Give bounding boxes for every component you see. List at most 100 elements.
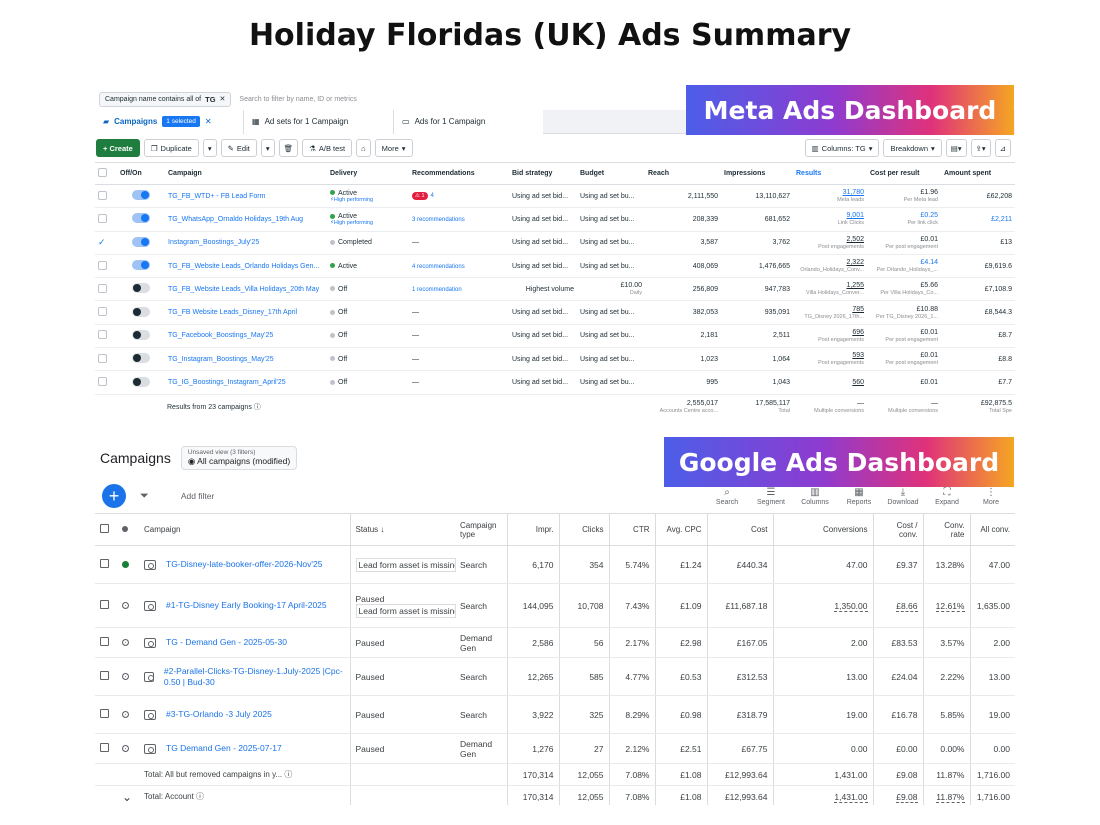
col-cost-per-result[interactable]: Cost per result (867, 162, 941, 185)
tool-segment[interactable]: ☰ Segment (751, 487, 791, 506)
campaign-toggle[interactable] (132, 306, 150, 317)
row-checkbox[interactable] (98, 283, 107, 293)
row-checkbox[interactable] (100, 743, 109, 752)
row-checkbox[interactable] (100, 671, 109, 680)
tool-reports[interactable]: ▦ Reports (839, 487, 879, 506)
row-checkbox[interactable] (100, 637, 109, 646)
campaign-name-cell[interactable]: TG_IG_Boostings_Instagram_April'25 (165, 370, 327, 395)
results-value[interactable]: 560 (852, 379, 864, 387)
col-cost-per-conv[interactable]: Cost / conv. (872, 513, 923, 546)
add-campaign-button[interactable]: + (102, 484, 126, 508)
campaign-toggle[interactable] (132, 213, 150, 224)
recommendations-link[interactable]: — (412, 379, 419, 387)
add-filter[interactable]: Add filter (180, 491, 215, 501)
columns-button[interactable]: ▥ Columns: TG ▾ (804, 139, 880, 157)
campaign-name-link[interactable]: TG-Disney-late-booker-offer-2026-Nov'25 (166, 559, 323, 569)
row-toggle-cell[interactable] (117, 207, 165, 232)
campaign-name-link[interactable]: TG_FB_Website Leads_Orlando Holidays Gen… (168, 262, 320, 270)
table-row[interactable]: TG_FB Website Leads_Disney_17th April Off… (95, 300, 1015, 325)
campaign-name-link[interactable]: TG_FB Website Leads_Disney_17th April (168, 309, 298, 317)
total-expand[interactable] (117, 763, 139, 786)
campaign-name-cell[interactable]: TG_WhatsApp_Ornaldo Holidays_19th Aug (165, 207, 327, 232)
status-dot-cell[interactable] (117, 695, 139, 734)
row-select[interactable] (95, 583, 117, 628)
campaign-name-link[interactable]: #1-TG-Disney Early Booking-17 April-2025 (166, 600, 327, 610)
campaign-name-cell[interactable]: TG Demand Gen - 2025-07-17 (139, 733, 350, 764)
campaign-toggle[interactable] (132, 283, 150, 294)
campaign-name-cell[interactable]: TG_Instagram_Boostings_May'25 (165, 347, 327, 372)
col-budget[interactable]: Budget (577, 162, 645, 185)
campaign-name-link[interactable]: #2-Parallel-Clicks-TG-Disney-1.July-2025… (163, 665, 343, 687)
row-select[interactable] (95, 184, 117, 209)
status-dot-cell[interactable] (117, 627, 139, 658)
recommendations-link[interactable]: 3 recommendations (412, 216, 465, 223)
col-offon[interactable]: Off/On (117, 162, 165, 185)
campaign-status-dot[interactable] (122, 710, 129, 718)
campaign-name-cell[interactable]: Instagram_Boostings_July'25 (165, 231, 327, 255)
campaign-name-cell[interactable]: TG-Disney-late-booker-offer-2026-Nov'25 (139, 545, 350, 584)
check-icon[interactable]: ✓ (98, 237, 106, 248)
close-icon[interactable]: ✕ (204, 117, 212, 126)
col-cost[interactable]: Cost (706, 513, 773, 546)
recommendations-link[interactable]: — (412, 309, 419, 317)
edit-dropdown[interactable]: ▾ (260, 139, 275, 157)
row-toggle-cell[interactable] (117, 300, 165, 325)
delete-button[interactable]: 🗑 (278, 139, 299, 157)
status-dot-cell[interactable] (117, 733, 139, 764)
row-select[interactable] (95, 277, 117, 302)
info-icon[interactable]: ⓘ (253, 404, 261, 412)
tab-adsets[interactable]: ▦ Ad sets for 1 Campaign (243, 109, 393, 134)
row-select[interactable] (95, 207, 117, 232)
row-select[interactable] (95, 254, 117, 279)
row-toggle-cell[interactable] (117, 231, 165, 255)
table-row[interactable]: TG_Instagram_Boostings_May'25 Off — Using a… (95, 347, 1015, 372)
tool-expand[interactable]: ⛶ Expand (927, 487, 967, 506)
col-delivery[interactable]: Delivery (327, 162, 409, 185)
campaign-name-cell[interactable]: TG_Facebook_Boostings_May'25 (165, 324, 327, 349)
recommendations-cell[interactable]: 4 recommendations (409, 254, 509, 279)
table-row[interactable]: TG_IG_Boostings_Instagram_April'25 Off — Us… (95, 370, 1015, 395)
status-warning[interactable]: Lead form asset is missing (355, 603, 456, 618)
results-value[interactable]: 593 (852, 352, 864, 360)
row-checkbox[interactable] (98, 190, 107, 200)
campaign-toggle[interactable] (132, 236, 150, 247)
campaign-toggle[interactable] (132, 376, 150, 387)
table-row[interactable]: #1-TG-Disney Early Booking-17 April-2025… (95, 583, 1015, 628)
abtest-button[interactable]: ⚗ A/B test (302, 139, 353, 157)
row-checkbox[interactable] (98, 353, 107, 363)
campaign-name-link[interactable]: TG_FB_WTD+ - FB Lead Form (168, 192, 266, 200)
campaign-name-link[interactable]: TG Demand Gen - 2025-07-17 (166, 743, 282, 753)
row-select[interactable] (95, 300, 117, 325)
status-warning[interactable]: Lead form asset is missing (355, 557, 456, 572)
table-row[interactable]: TG - Demand Gen - 2025-05-30 Paused Demand… (95, 627, 1015, 658)
row-select[interactable] (95, 733, 117, 764)
campaign-name-link[interactable]: TG_FB_Website Leads_Villa Holidays_20th … (168, 285, 320, 293)
row-checkbox[interactable] (98, 307, 107, 317)
table-row[interactable]: #3-TG-Orlando -3 July 2025 Paused Search 3,… (95, 695, 1015, 734)
select-all[interactable] (95, 162, 117, 185)
status-dot-cell[interactable] (117, 583, 139, 628)
results-value[interactable]: 2,502 (846, 235, 864, 243)
row-select[interactable]: ✓ (95, 231, 117, 255)
recommendations-link[interactable]: — (412, 332, 419, 340)
search-filter-input[interactable]: Search to filter by name, ID or metrics (239, 95, 357, 103)
row-checkbox[interactable] (100, 600, 109, 609)
recommendations-link[interactable]: 1 recommendation (412, 286, 462, 293)
col-campaign-type[interactable]: Campaign type (455, 513, 507, 546)
campaign-name-cell[interactable]: TG_FB Website Leads_Disney_17th April (165, 300, 327, 325)
results-value[interactable]: 9,001 (846, 212, 864, 220)
col-impressions[interactable]: Impressions (721, 162, 793, 185)
close-icon[interactable]: ✕ (219, 96, 226, 103)
tab-campaigns[interactable]: ▰ Campaigns 1 selected ✕ (95, 109, 243, 134)
col-conv-rate[interactable]: Conv. rate (922, 513, 970, 546)
tag-button[interactable]: ⌂ (356, 139, 371, 157)
row-select[interactable] (95, 347, 117, 372)
chevron-down-icon[interactable]: ⌄ (122, 789, 133, 804)
campaign-toggle[interactable] (132, 190, 150, 201)
more-button[interactable]: More ▾ (374, 139, 413, 157)
campaign-status-dot[interactable] (122, 672, 129, 680)
campaign-toggle[interactable] (132, 353, 150, 364)
col-impr[interactable]: Impr. (506, 513, 559, 546)
campaign-name-link[interactable]: TG_IG_Boostings_Instagram_April'25 (168, 379, 286, 387)
col-conversions[interactable]: Conversions (772, 513, 873, 546)
